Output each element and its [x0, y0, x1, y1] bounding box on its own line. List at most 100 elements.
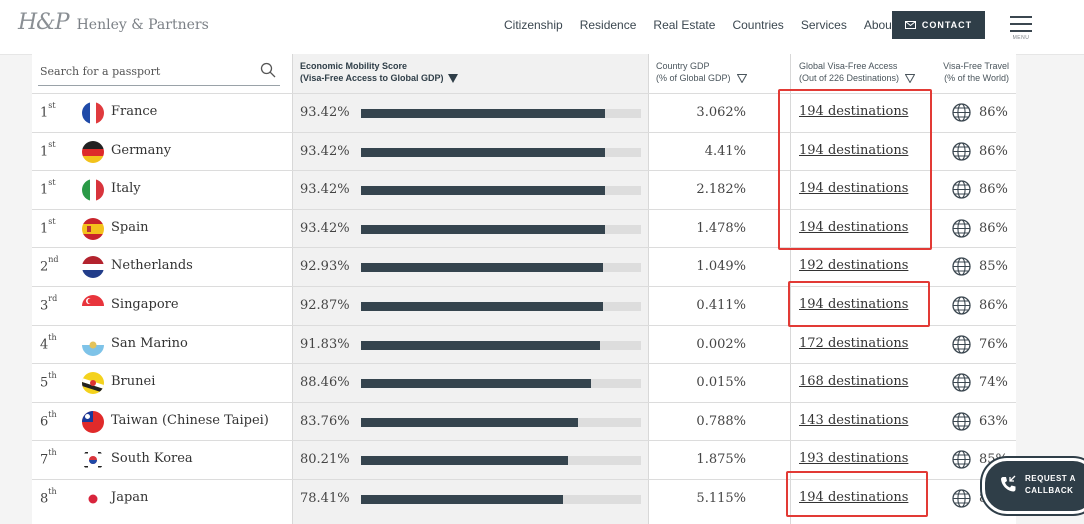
globe-icon [952, 450, 971, 473]
callback-line1: REQUEST A [1025, 474, 1076, 483]
country-name[interactable]: Italy [111, 181, 141, 197]
sort-icon[interactable] [736, 73, 747, 83]
passport-search [38, 60, 280, 86]
score-bar [361, 147, 641, 157]
country-name[interactable]: Germany [111, 142, 172, 158]
rank: 1st [40, 139, 56, 159]
flag-icon [82, 140, 104, 163]
table-row[interactable]: 1st France 93.42% 3.062% 194 destinations 86% [32, 93, 1016, 132]
score-bar-fill [361, 379, 591, 389]
mobility-score: 93.42% [300, 220, 350, 236]
visa-free-percent: 86% [979, 143, 1008, 159]
destinations-link[interactable]: 194 destinations [799, 104, 909, 119]
table-row[interactable]: 3rd Singapore 92.87% 0.411% 194 destinations… [32, 286, 1016, 325]
destinations-link[interactable]: 168 destinations [799, 374, 909, 390]
nav-countries[interactable]: Countries [732, 18, 784, 32]
sort-icon[interactable] [905, 73, 916, 83]
globe-icon [952, 296, 971, 319]
flag-icon [82, 488, 104, 510]
request-callback-button[interactable]: REQUEST A CALLBACK [982, 458, 1084, 514]
globe-icon [952, 219, 971, 242]
menu-icon-bar [1010, 23, 1032, 25]
menu-button[interactable]: MENU [1010, 16, 1032, 41]
country-gdp: 4.41% [704, 143, 746, 159]
flag-icon [82, 372, 104, 395]
country-name[interactable]: South Korea [111, 451, 193, 467]
country-name[interactable]: Singapore [111, 297, 179, 312]
flag-icon [82, 295, 104, 317]
contact-button[interactable]: CONTACT [892, 11, 985, 39]
destinations-link[interactable]: 194 destinations [799, 219, 909, 235]
destinations-link[interactable]: 192 destinations [799, 258, 909, 274]
search-input[interactable] [38, 60, 250, 83]
flag-icon [82, 179, 104, 202]
score-bar-fill [361, 417, 578, 427]
mobility-score: 80.21% [300, 452, 350, 468]
visa-free-percent: 85% [979, 259, 1008, 275]
score-header[interactable]: Economic Mobility Score (Visa-Free Acces… [300, 60, 458, 84]
nav-citizenship[interactable]: Citizenship [504, 18, 563, 32]
country-gdp: 0.002% [696, 336, 746, 352]
nav-real-estate[interactable]: Real Estate [653, 18, 716, 32]
logo-mark: H&P [18, 10, 70, 35]
mobility-score: 93.42% [300, 143, 350, 159]
table-row[interactable]: 6th Taiwan (Chinese Taipei) 83.76% 0.788% 14… [32, 401, 1016, 441]
country-name[interactable]: France [111, 104, 158, 119]
rank: 3rd [40, 294, 58, 314]
nav-services[interactable]: Services [800, 18, 847, 32]
flag-icon [82, 256, 104, 279]
rank: 1st [40, 216, 56, 237]
visa-header[interactable]: Global Visa-Free Access (Out of 226 Dest… [799, 60, 916, 84]
nav-residence[interactable]: Residence [579, 18, 637, 32]
country-gdp: 0.788% [696, 413, 746, 429]
score-bar [361, 495, 641, 504]
destinations-link[interactable]: 194 destinations [799, 181, 909, 197]
country-name[interactable]: Netherlands [111, 258, 193, 274]
mobility-score: 92.93% [300, 259, 350, 275]
table-row[interactable]: 7th South Korea 80.21% 1.875% 193 destinatio… [32, 440, 1016, 479]
mobility-score: 83.76% [300, 413, 350, 429]
table-row[interactable]: 1st Spain 93.42% 1.478% 194 destinations 86% [32, 208, 1016, 248]
country-name[interactable]: Brunei [111, 374, 156, 390]
mobility-score: 78.41% [300, 491, 350, 506]
country-gdp: 0.411% [696, 298, 746, 313]
score-header-title: Economic Mobility Score [300, 61, 408, 71]
visa-free-percent: 76% [979, 336, 1008, 352]
nav-about[interactable]: About [863, 18, 896, 32]
table-row[interactable]: 1st Germany 93.42% 4.41% 194 destinations 86% [32, 131, 1016, 171]
country-name[interactable]: Japan [111, 490, 149, 505]
rank: 8th [40, 487, 57, 507]
globe-icon [952, 334, 971, 358]
destinations-link[interactable]: 194 destinations [799, 490, 909, 505]
score-bar [361, 263, 641, 273]
country-name[interactable]: San Marino [111, 335, 188, 351]
search-icon[interactable] [260, 62, 276, 78]
country-name[interactable]: Spain [111, 219, 149, 235]
rank: 1st [40, 101, 56, 121]
visa-free-percent: 86% [979, 220, 1008, 236]
destinations-link[interactable]: 193 destinations [799, 451, 909, 467]
score-header-sub: (Visa-Free Access to Global GDP) [300, 73, 444, 83]
table-row[interactable]: 5th Brunei 88.46% 0.015% 168 destinations 74% [32, 363, 1016, 402]
country-name[interactable]: Taiwan (Chinese Taipei) [111, 412, 269, 428]
gdp-header[interactable]: Country GDP (% of Global GDP) [656, 60, 747, 84]
destinations-link[interactable]: 194 destinations [799, 297, 909, 312]
travel-header: Visa-Free Travel (% of the World) [942, 60, 1009, 84]
globe-icon [952, 373, 971, 396]
logo[interactable]: H&P Henley & Partners [18, 10, 209, 35]
score-bar [361, 224, 641, 234]
table-row[interactable]: 1st Italy 93.42% 2.182% 194 destinations 86% [32, 170, 1016, 209]
destinations-link[interactable]: 172 destinations [799, 335, 909, 351]
score-bar-fill [361, 340, 600, 350]
flag-icon [82, 333, 104, 356]
country-gdp: 3.062% [696, 105, 746, 120]
table-row[interactable]: 2nd Netherlands 92.93% 1.049% 192 destinatio… [32, 247, 1016, 286]
phone-callback-icon [1001, 475, 1016, 492]
rank: 6th [40, 409, 57, 430]
sort-desc-icon[interactable] [447, 73, 458, 83]
destinations-link[interactable]: 194 destinations [799, 142, 909, 158]
destinations-link[interactable]: 143 destinations [799, 412, 909, 428]
table-row[interactable]: 4th San Marino 91.83% 0.002% 172 destination… [32, 324, 1016, 364]
score-bar-fill [361, 456, 568, 466]
